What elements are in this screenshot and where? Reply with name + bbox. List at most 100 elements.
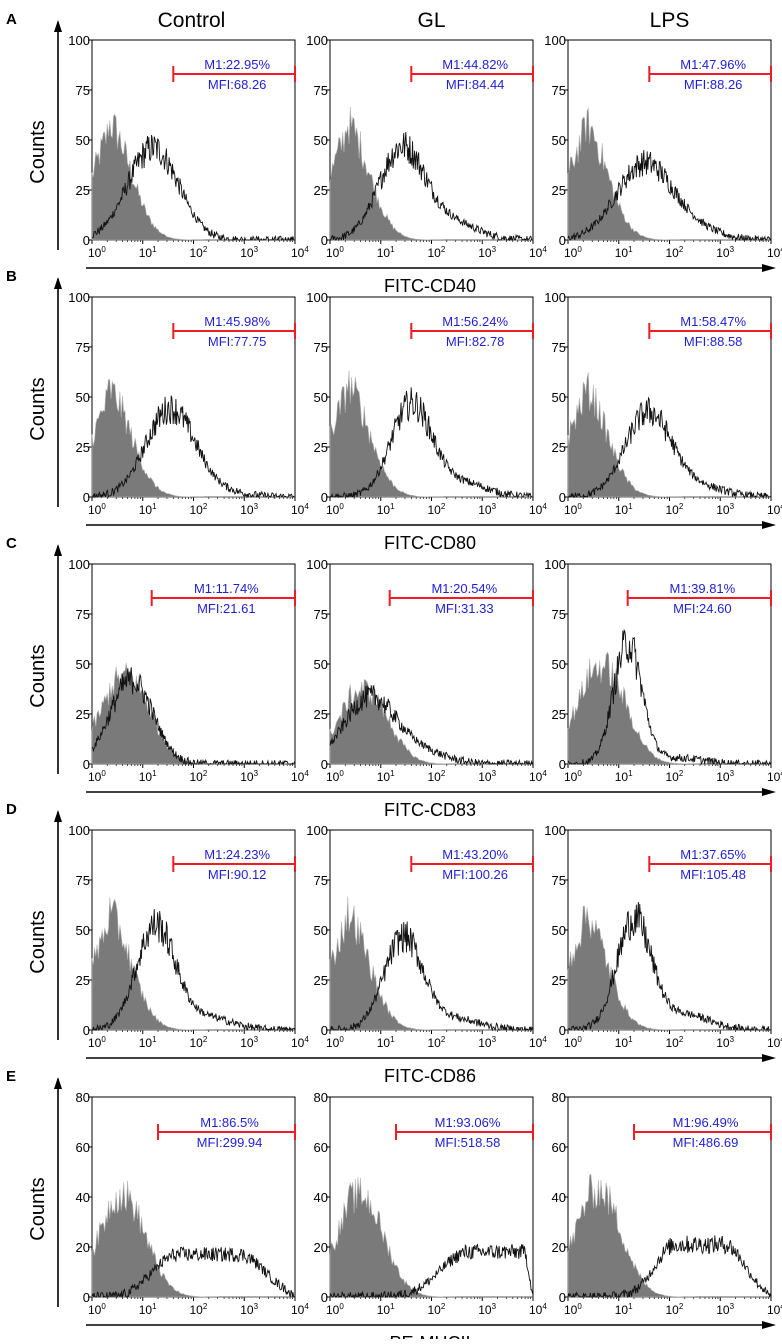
y-tick-label: 100: [68, 557, 90, 572]
x-tick-label: 100: [88, 1302, 106, 1317]
histogram-lps: 0 20 40 60 80 100 101 102 103 104 M1:96.49% MFI:486…: [552, 1090, 782, 1317]
x-tick-label: 101: [139, 245, 157, 260]
gate-mfi-label: MFI:68.26: [208, 77, 267, 92]
y-tick-label: 0: [559, 490, 566, 505]
histogram-lps: 0 25 50 75 100 100 101 102 103 104 M1:58.47% MFI:88…: [544, 290, 782, 517]
x-axis-arrowhead: [762, 1321, 776, 1329]
y-tick-label: 40: [552, 1190, 566, 1205]
isotype-histogram: [567, 905, 771, 1031]
y-tick-label: 25: [552, 973, 566, 988]
gate-m1-label: M1:56.24%: [442, 314, 508, 329]
x-tick-label: 101: [615, 769, 633, 784]
x-tick-label: 102: [428, 769, 446, 784]
y-tick-label: 0: [559, 233, 566, 248]
x-tick-label: 102: [190, 245, 208, 260]
gate-m1-label: M1:93.06%: [435, 1115, 501, 1130]
y-tick-label: 20: [76, 1240, 90, 1255]
y-axis-label: Counts: [27, 644, 49, 707]
x-tick-label: 102: [428, 245, 446, 260]
x-tick-label: 103: [478, 502, 496, 517]
x-tick-label: 104: [767, 1035, 782, 1050]
x-tick-label: 102: [666, 769, 684, 784]
y-tick-label: 100: [544, 557, 566, 572]
y-tick-label: 50: [552, 133, 566, 148]
y-tick-label: 100: [68, 823, 90, 838]
isotype-histogram: [91, 113, 295, 241]
x-axis-arrowhead: [762, 521, 776, 529]
y-tick-label: 75: [552, 607, 566, 622]
y-tick-label: 60: [552, 1140, 566, 1155]
x-tick-label: 100: [88, 502, 106, 517]
y-tick-label: 50: [76, 923, 90, 938]
panel-b: B Counts FITC-CD80 0 25 50 75 100 100 101 102 103 10…: [6, 268, 782, 553]
panel-c: C Counts FITC-CD83 0 25 50 75 100 100 101 102 103 10…: [6, 535, 782, 820]
x-tick-label: 102: [190, 1302, 208, 1317]
x-tick-label: 102: [666, 1035, 684, 1050]
y-tick-label: 50: [552, 390, 566, 405]
y-tick-label: 100: [306, 823, 328, 838]
x-tick-label: 103: [478, 769, 496, 784]
y-tick-label: 75: [76, 607, 90, 622]
sample-histogram: [91, 909, 296, 1032]
x-tick-label: 100: [564, 769, 582, 784]
x-tick-label: 100: [564, 245, 582, 260]
x-tick-label: 104: [767, 502, 782, 517]
histogram-gl: 0 25 50 75 100 100 101 102 103 104 M1:43.20% MFI:10…: [306, 823, 547, 1050]
x-tick-label: 100: [326, 245, 344, 260]
gate-m1-label: M1:11.74%: [194, 581, 259, 596]
y-tick-label: 50: [76, 133, 90, 148]
x-tick-label: 101: [377, 1302, 395, 1317]
y-tick-label: 0: [321, 1290, 328, 1305]
x-tick-label: 101: [615, 1302, 633, 1317]
gate-mfi-label: MFI:88.26: [684, 77, 743, 92]
x-tick-label: 103: [240, 1035, 258, 1050]
y-tick-label: 0: [83, 490, 90, 505]
x-tick-label: 100: [564, 1035, 582, 1050]
y-axis-arrowhead: [54, 544, 62, 556]
y-tick-label: 25: [76, 707, 90, 722]
gate-m1-label: M1:96.49%: [673, 1115, 739, 1130]
y-tick-label: 50: [314, 923, 328, 938]
histogram-gl: 0 25 50 75 100 100 101 102 103 104 M1:56.24% MFI:82…: [306, 290, 547, 517]
sample-histogram: [329, 685, 534, 766]
gate-mfi-label: MFI:84.44: [446, 77, 505, 92]
x-tick-label: 103: [478, 1035, 496, 1050]
y-tick-label: 50: [314, 657, 328, 672]
gate-m1-label: M1:24.23%: [204, 847, 270, 862]
y-tick-label: 20: [552, 1240, 566, 1255]
y-tick-label: 0: [321, 233, 328, 248]
y-tick-label: 0: [559, 1290, 566, 1305]
x-tick-label: 101: [615, 1035, 633, 1050]
gate-m1-label: M1:58.47%: [680, 314, 746, 329]
x-tick-label: 103: [240, 1302, 258, 1317]
y-tick-label: 75: [552, 873, 566, 888]
x-tick-label: 103: [716, 502, 734, 517]
x-tick-label: 103: [478, 245, 496, 260]
y-tick-label: 50: [552, 923, 566, 938]
isotype-histogram: [567, 107, 771, 241]
y-axis-label: Counts: [27, 910, 49, 973]
gate-m1-label: M1:20.54%: [431, 581, 497, 596]
x-tick-label: 104: [529, 1302, 547, 1317]
x-tick-label: 103: [716, 245, 734, 260]
y-tick-label: 80: [552, 1090, 566, 1105]
histogram-lps: 0 25 50 75 100 100 101 102 103 104 M1:39.81% MFI:24…: [544, 557, 782, 784]
x-tick-label: 101: [377, 1035, 395, 1050]
isotype-histogram: [329, 106, 533, 241]
column-title-lps: LPS: [650, 9, 690, 32]
y-tick-label: 50: [76, 657, 90, 672]
x-axis-arrowhead: [762, 264, 776, 272]
x-tick-label: 101: [615, 502, 633, 517]
x-tick-label: 104: [291, 502, 309, 517]
isotype-histogram: [329, 370, 533, 498]
histogram-control: 0 20 40 60 80 100 101 102 103 104 M1:86.5% MFI:299.…: [76, 1090, 310, 1317]
y-tick-label: 0: [559, 1023, 566, 1038]
y-tick-label: 100: [544, 290, 566, 305]
y-axis-label: Counts: [27, 1177, 49, 1240]
x-tick-label: 100: [88, 1035, 106, 1050]
sample-histogram: [567, 1235, 772, 1299]
marker-label: FITC-CD86: [384, 1066, 476, 1086]
y-tick-label: 50: [552, 657, 566, 672]
y-tick-label: 80: [314, 1090, 328, 1105]
